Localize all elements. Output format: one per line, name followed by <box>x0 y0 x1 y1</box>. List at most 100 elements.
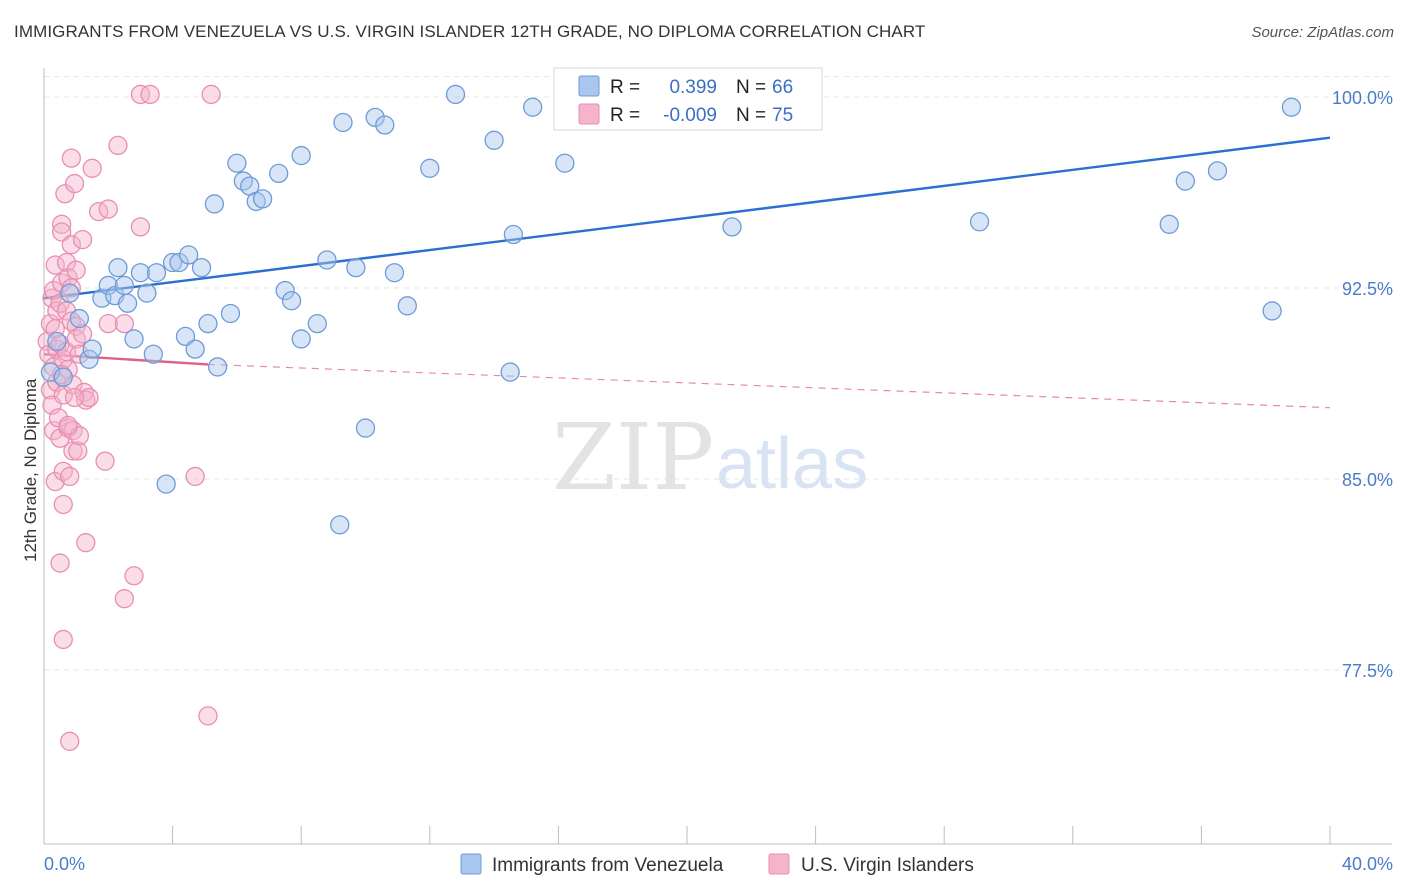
point-venezuela <box>281 291 302 311</box>
stats-n-value-1: 66 <box>772 77 793 98</box>
point-venezuela <box>69 308 90 329</box>
stats-n-label-2: N = <box>736 105 766 126</box>
point-venezuela <box>291 329 311 349</box>
point-venezuela <box>47 331 67 352</box>
stats-legend: R = 0.399 N = 66 R = -0.009 N = 75 <box>553 67 823 131</box>
point-venezuela <box>60 283 80 303</box>
legend-swatch-virgin-islanders <box>768 853 790 875</box>
point-venezuela <box>252 189 273 209</box>
point-venezuela <box>175 326 196 347</box>
point-virgin-islanders <box>198 706 218 726</box>
stats-r-label-1: R = <box>610 77 640 98</box>
point-virgin-islanders <box>185 466 205 487</box>
point-venezuela <box>143 344 163 364</box>
point-virgin-islanders <box>60 731 80 751</box>
point-venezuela <box>130 263 151 283</box>
stats-r-label-2: R = <box>610 105 640 126</box>
x-tick-label-left: 0.0% <box>44 854 85 874</box>
point-venezuela <box>1207 161 1228 181</box>
point-venezuela <box>1159 214 1179 234</box>
chart-title: IMMIGRANTS FROM VENEZUELA VS U.S. VIRGIN… <box>14 22 926 41</box>
point-venezuela <box>317 250 337 270</box>
point-venezuela <box>275 280 295 301</box>
watermark-zip: ZIP <box>552 404 714 511</box>
point-virgin-islanders <box>45 255 65 275</box>
point-venezuela <box>227 153 247 173</box>
point-venezuela <box>307 314 327 334</box>
point-virgin-islanders <box>64 173 85 194</box>
point-venezuela <box>969 212 990 232</box>
watermark-atlas: atlas <box>716 424 868 504</box>
point-virgin-islanders <box>52 222 72 242</box>
point-venezuela <box>555 153 575 173</box>
point-venezuela <box>124 329 144 349</box>
point-virgin-islanders <box>98 314 118 334</box>
point-venezuela <box>333 112 353 133</box>
point-venezuela <box>162 252 183 273</box>
point-venezuela <box>269 163 289 184</box>
point-virgin-islanders <box>66 260 86 280</box>
point-virgin-islanders <box>52 273 72 293</box>
point-virgin-islanders <box>48 408 69 428</box>
point-venezuela <box>384 263 405 283</box>
point-venezuela <box>420 158 440 178</box>
point-virgin-islanders <box>108 135 128 156</box>
point-virgin-islanders <box>53 461 73 482</box>
point-virgin-islanders <box>45 471 65 492</box>
source-credit: Source: ZipAtlas.com <box>1251 24 1394 41</box>
bottom-legend: Immigrants from Venezuela U.S. Virgin Is… <box>460 853 974 876</box>
point-virgin-islanders <box>66 329 86 349</box>
point-virgin-islanders <box>53 494 73 515</box>
point-venezuela <box>204 194 225 214</box>
point-virgin-islanders <box>43 420 64 441</box>
trend-line-venezuela <box>43 136 1331 300</box>
point-virgin-islanders <box>72 324 93 344</box>
point-virgin-islanders <box>52 214 72 234</box>
point-virgin-islanders <box>76 390 96 410</box>
point-virgin-islanders <box>82 158 102 178</box>
stats-n-value-2: 75 <box>772 105 793 126</box>
point-venezuela <box>1281 97 1302 117</box>
axes <box>43 68 1392 845</box>
point-venezuela <box>82 339 102 359</box>
point-virgin-islanders <box>95 451 115 471</box>
point-venezuela <box>500 362 520 382</box>
point-venezuela <box>220 303 241 324</box>
point-virgin-islanders <box>55 184 75 204</box>
point-venezuela <box>179 245 199 265</box>
point-virgin-islanders <box>58 415 78 436</box>
point-venezuela <box>198 314 218 334</box>
point-virgin-islanders <box>114 314 135 334</box>
point-virgin-islanders <box>130 217 151 237</box>
point-venezuela <box>114 275 135 296</box>
point-venezuela <box>365 107 385 128</box>
point-venezuela <box>1175 171 1195 191</box>
point-venezuela <box>137 283 157 303</box>
point-venezuela <box>375 115 395 135</box>
point-venezuela <box>722 217 742 237</box>
point-virgin-islanders <box>56 252 77 273</box>
legend-label-venezuela: Immigrants from Venezuela <box>492 855 724 876</box>
point-venezuela <box>191 257 212 278</box>
series-us-virgin-islanders <box>37 84 221 751</box>
point-virgin-islanders <box>72 229 93 250</box>
point-virgin-islanders <box>98 199 118 219</box>
point-virgin-islanders <box>68 441 88 461</box>
point-venezuela <box>397 296 417 316</box>
stats-legend-swatch-pink <box>578 103 600 125</box>
trend-line-virgin-islanders <box>207 363 1331 409</box>
point-venezuela <box>156 474 176 494</box>
point-venezuela <box>523 97 543 117</box>
stats-r-value-2: -0.009 <box>663 105 717 126</box>
point-venezuela <box>117 293 138 313</box>
point-virgin-islanders <box>140 84 160 105</box>
point-venezuela <box>53 367 73 387</box>
stats-legend-swatch-blue <box>578 75 600 97</box>
x-tick-labels: 0.0% 40.0% <box>44 854 1393 874</box>
point-virgin-islanders <box>61 235 81 255</box>
legend-swatch-venezuela <box>460 853 482 875</box>
point-virgin-islanders <box>64 387 85 408</box>
point-venezuela <box>146 263 167 283</box>
point-virgin-islanders <box>201 84 221 105</box>
point-venezuela <box>484 130 504 150</box>
